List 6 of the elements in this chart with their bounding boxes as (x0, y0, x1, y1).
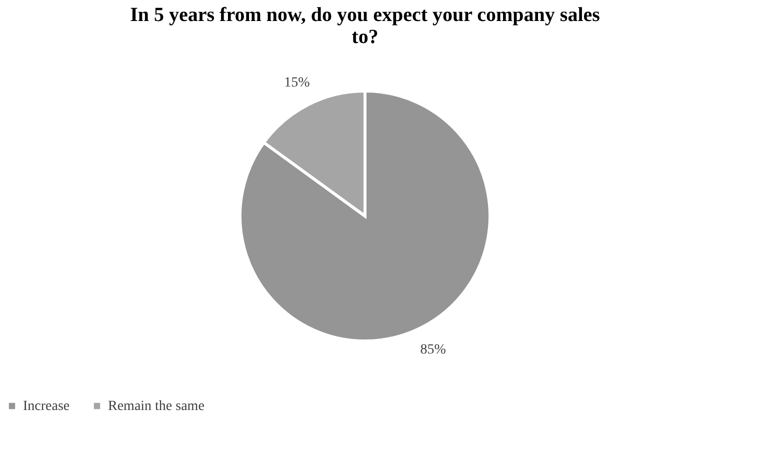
data-label: 85% (420, 342, 446, 358)
legend-label: Increase (23, 399, 70, 414)
data-label: 15% (284, 75, 310, 90)
pie-slice (238, 90, 492, 342)
chart-title: In 5 years from now, do you expect your company sales to? (130, 4, 600, 48)
legend-label: Remain the same (108, 399, 204, 414)
